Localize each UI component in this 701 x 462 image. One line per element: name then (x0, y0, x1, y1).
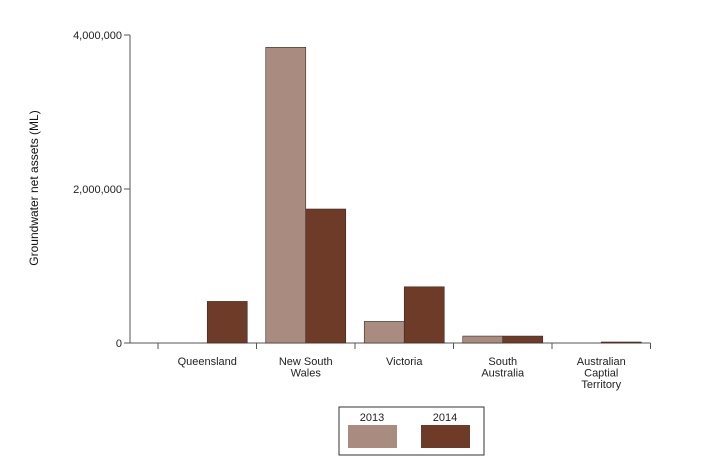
bar-2013 (265, 47, 307, 344)
category-label: Victoria (386, 356, 423, 368)
y-tick-label: 2,000,000 (73, 184, 122, 196)
bar-2013 (462, 335, 504, 344)
y-axis-title: Groundwater net assets (ML) (27, 110, 41, 265)
x-axis: Queensland New South Wales Victoria South Aus… (130, 342, 651, 391)
legend-label-2014: 2014 (433, 412, 457, 424)
bar-2014 (502, 335, 544, 344)
legend: 2013 2014 (338, 406, 485, 456)
bar-2014 (305, 208, 347, 344)
bar-2014 (403, 286, 445, 344)
category-label: New South Wales (279, 356, 333, 380)
category-label: Australian Captial Territory (577, 356, 626, 391)
legend-swatch-2013 (348, 425, 397, 448)
y-tick-label: 4,000,000 (73, 30, 122, 42)
y-axis: 0 2,000,000 4,000,000 (73, 30, 131, 350)
bar-2014 (206, 301, 248, 344)
y-tick-label: 0 (116, 338, 122, 350)
legend-swatch-2014 (421, 425, 470, 448)
bar-2014 (600, 341, 642, 344)
category-label: Queensland (178, 356, 237, 368)
bar-2013 (363, 321, 405, 344)
bars (206, 47, 642, 344)
category-label: South Australia (481, 356, 525, 380)
legend-label-2013: 2013 (360, 412, 384, 424)
